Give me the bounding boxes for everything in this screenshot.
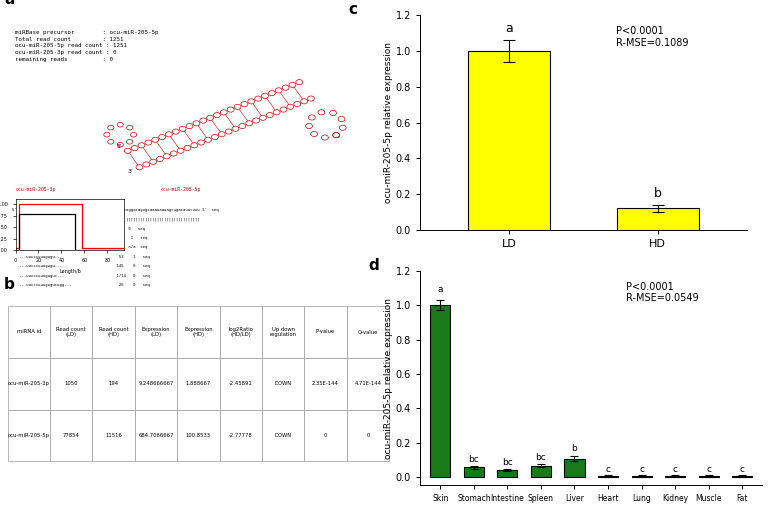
Text: b: b	[654, 187, 662, 199]
X-axis label: Length/b: Length/b	[59, 269, 81, 273]
Text: c: c	[673, 466, 678, 474]
Y-axis label: ocu-miR-205-5p relative expression: ocu-miR-205-5p relative expression	[384, 297, 393, 459]
Text: ...uucccuuugugucugg...                    26    0   seq: ...uucccuuugugucugg... 26 0 seq	[12, 283, 149, 287]
Text: c: c	[639, 466, 644, 474]
Text: P<0.0001
R-MSE=0.0549: P<0.0001 R-MSE=0.0549	[626, 282, 698, 303]
Text: 5': 5'	[117, 144, 122, 149]
Text: ...uucccuuugugu...                        53    1   seq: ...uucccuuugugu... 53 1 seq	[12, 255, 149, 259]
Text: c: c	[349, 3, 357, 17]
Text: bc: bc	[535, 453, 546, 462]
Bar	[732, 476, 752, 477]
Bar	[598, 476, 619, 477]
Bar	[464, 468, 484, 477]
Bar	[430, 305, 450, 477]
Text: b: b	[572, 444, 577, 453]
Text: 5' uucccuuugugucuggagaccgagcugggcuguguaucaacagacaggacagugcaaauaauagcugacauucuuu : 5' uucccuuugugucuggagaccgagcugggcuguguau…	[12, 207, 218, 212]
Bar	[665, 476, 685, 477]
Bar	[564, 459, 584, 477]
Text: ocu-miR-205-3p: ocu-miR-205-3p	[16, 187, 56, 192]
Text: ...IIOOIIOOII-IIOOIIOO...               69    0   seq: ...IIOOIIOOII-IIOOIIOO... 69 0 seq	[12, 226, 145, 230]
Text: a: a	[437, 285, 443, 294]
Bar	[699, 476, 719, 477]
Bar	[468, 51, 550, 230]
Bar	[497, 470, 517, 477]
Text: ocu-miR-205-5p: ocu-miR-205-5p	[160, 187, 201, 192]
Text: a: a	[506, 22, 513, 35]
Bar	[531, 466, 551, 477]
Y-axis label: ocu-miR-205-5p relative expression: ocu-miR-205-5p relative expression	[384, 42, 393, 203]
Text: :::::::::::::::                              |||||||||||||||||||||||||||||||: ::::::::::::::: ||||||||||||||||||||||||…	[12, 217, 199, 221]
Text: bc: bc	[502, 458, 513, 467]
Text: c: c	[605, 466, 611, 474]
Text: 7Ucucuguag-ugggu...                      n/a  n/a  seq: 7Ucucuguag-ugggu... n/a n/a seq	[12, 245, 147, 249]
Text: bc: bc	[468, 455, 479, 464]
Bar	[632, 476, 652, 477]
Text: P<0.0001
R-MSE=0.1089: P<0.0001 R-MSE=0.1089	[616, 26, 689, 48]
Text: a: a	[4, 0, 14, 7]
Text: d: d	[369, 258, 380, 273]
Text: b: b	[4, 277, 15, 292]
Text: c: c	[706, 466, 711, 474]
Text: ...uucccuuugugu...                       145    0   seq: ...uucccuuugugu... 145 0 seq	[12, 264, 149, 268]
Text: 3': 3'	[128, 169, 134, 174]
Text: ...uucccuuuguguc...                      1/14   0   seq: ...uucccuuuguguc... 1/14 0 seq	[12, 274, 149, 278]
Bar	[617, 208, 699, 230]
Text: c: c	[740, 466, 745, 474]
Text: miRBase precursor        : ocu-miR-205-5p
Total read count         : 1251
ocu-mi: miRBase precursor : ocu-miR-205-5p Total…	[16, 30, 159, 62]
Text: ...uucccuuugu...                         87    1   seq: ...uucccuuugu... 87 1 seq	[12, 236, 147, 240]
